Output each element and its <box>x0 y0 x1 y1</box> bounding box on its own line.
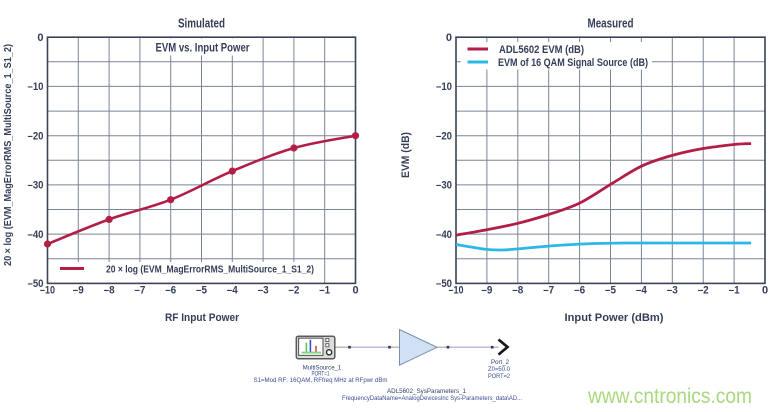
svg-text:–8: –8 <box>512 285 523 297</box>
svg-text:–40: –40 <box>28 229 44 241</box>
svg-text:–7: –7 <box>543 285 554 297</box>
svg-text:–6: –6 <box>574 285 585 297</box>
svg-text:0: 0 <box>352 285 358 297</box>
svg-text:Simulated: Simulated <box>178 16 225 31</box>
svg-text:–6: –6 <box>165 285 176 297</box>
svg-text:–4: –4 <box>227 285 239 297</box>
svg-text:20 × log (EVM_MagErrorRMS_Mult: 20 × log (EVM_MagErrorRMS_MultiSource_1_… <box>106 264 314 276</box>
svg-text:–50: –50 <box>436 278 452 290</box>
svg-text:PORT=1: PORT=1 <box>312 371 330 378</box>
svg-text:–10: –10 <box>40 285 55 297</box>
svg-text:–10: –10 <box>449 285 464 297</box>
svg-text:Port_2: Port_2 <box>491 359 509 366</box>
svg-text:S1=Mod RF: 16QAM, RFfreq MHz a: S1=Mod RF: 16QAM, RFfreq MHz at RFpwr dB… <box>254 377 388 384</box>
svg-text:Input Power (dBm): Input Power (dBm) <box>565 312 664 324</box>
svg-text:–50: –50 <box>28 278 44 290</box>
svg-text:MultiSource_1: MultiSource_1 <box>303 365 342 372</box>
svg-text:Measured: Measured <box>588 16 634 31</box>
svg-text:–10: –10 <box>28 81 44 93</box>
svg-text:–3: –3 <box>258 285 269 297</box>
svg-text:–20: –20 <box>436 131 452 143</box>
svg-text:RF Input Power: RF Input Power <box>165 312 240 324</box>
svg-text:–9: –9 <box>73 285 84 297</box>
svg-text:–2: –2 <box>288 285 299 297</box>
svg-text:–5: –5 <box>605 285 616 297</box>
svg-text:Z0=50.0: Z0=50.0 <box>488 366 510 373</box>
svg-text:0: 0 <box>446 32 452 44</box>
svg-text:–10: –10 <box>436 81 452 93</box>
svg-text:–4: –4 <box>636 285 648 297</box>
svg-text:–1: –1 <box>729 285 740 297</box>
svg-text:PORT=2: PORT=2 <box>488 373 510 380</box>
svg-text:–2: –2 <box>698 285 709 297</box>
svg-text:ADL5602_SysParameters_1: ADL5602_SysParameters_1 <box>387 388 466 395</box>
svg-text:EVM (dB): EVM (dB) <box>400 132 412 178</box>
svg-text:EVM vs. Input Power: EVM vs. Input Power <box>156 41 250 55</box>
svg-text:–30: –30 <box>436 180 452 192</box>
svg-text:ADL5602 EVM (dB): ADL5602 EVM (dB) <box>499 44 584 56</box>
svg-text:0: 0 <box>37 32 43 44</box>
svg-text:–5: –5 <box>196 285 207 297</box>
svg-text:–7: –7 <box>134 285 145 297</box>
svg-text:EVM of 16 QAM Signal Source (d: EVM of 16 QAM Signal Source (dB) <box>498 57 648 69</box>
svg-text:–40: –40 <box>436 229 452 241</box>
svg-text:–1: –1 <box>319 285 330 297</box>
svg-text:www.cntronics.com: www.cntronics.com <box>587 385 752 408</box>
svg-text:0: 0 <box>762 285 768 297</box>
svg-text:–30: –30 <box>28 180 44 192</box>
svg-text:–20: –20 <box>28 131 44 143</box>
svg-text:FrequencyDataName=AnalogDevice: FrequencyDataName=AnalogDevicesInc Sys-P… <box>342 395 522 402</box>
svg-text:20 × log (EVM_MagErrorRMS_Mult: 20 × log (EVM_MagErrorRMS_MultiSource_1_… <box>2 44 14 266</box>
svg-text:–8: –8 <box>104 285 115 297</box>
svg-text:–9: –9 <box>481 285 492 297</box>
svg-text:–3: –3 <box>667 285 678 297</box>
